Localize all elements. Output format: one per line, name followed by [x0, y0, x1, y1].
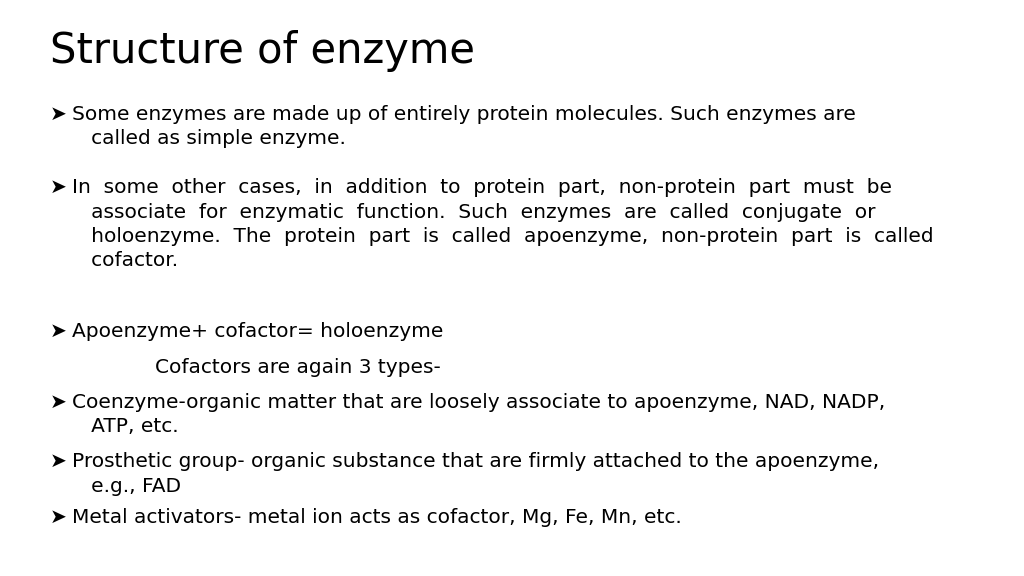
Text: associate  for  enzymatic  function.  Such  enzymes  are  called  conjugate  or: associate for enzymatic function. Such e…	[72, 203, 876, 222]
Text: Cofactors are again 3 types-: Cofactors are again 3 types-	[155, 358, 440, 377]
Text: ➤: ➤	[50, 508, 67, 527]
Text: In  some  other  cases,  in  addition  to  protein  part,  non-protein  part  mu: In some other cases, in addition to prot…	[72, 178, 892, 197]
Text: ATP, etc.: ATP, etc.	[72, 418, 178, 437]
Text: Metal activators- metal ion acts as cofactor, Mg, Fe, Mn, etc.: Metal activators- metal ion acts as cofa…	[72, 508, 682, 527]
Text: e.g., FAD: e.g., FAD	[72, 476, 181, 495]
Text: Structure of enzyme: Structure of enzyme	[50, 30, 475, 72]
Text: called as simple enzyme.: called as simple enzyme.	[72, 130, 346, 149]
Text: Some enzymes are made up of entirely protein molecules. Such enzymes are: Some enzymes are made up of entirely pro…	[72, 105, 856, 124]
Text: ➤: ➤	[50, 105, 67, 124]
Text: cofactor.: cofactor.	[72, 252, 178, 271]
Text: ➤: ➤	[50, 178, 67, 197]
Text: ➤: ➤	[50, 322, 67, 341]
Text: Coenzyme-organic matter that are loosely associate to apoenzyme, NAD, NADP,: Coenzyme-organic matter that are loosely…	[72, 393, 886, 412]
Text: ➤: ➤	[50, 393, 67, 412]
Text: holoenzyme.  The  protein  part  is  called  apoenzyme,  non-protein  part  is  : holoenzyme. The protein part is called a…	[72, 227, 934, 246]
Text: Apoenzyme+ cofactor= holoenzyme: Apoenzyme+ cofactor= holoenzyme	[72, 322, 443, 341]
Text: Prosthetic group- organic substance that are firmly attached to the apoenzyme,: Prosthetic group- organic substance that…	[72, 452, 880, 471]
Text: ➤: ➤	[50, 452, 67, 471]
